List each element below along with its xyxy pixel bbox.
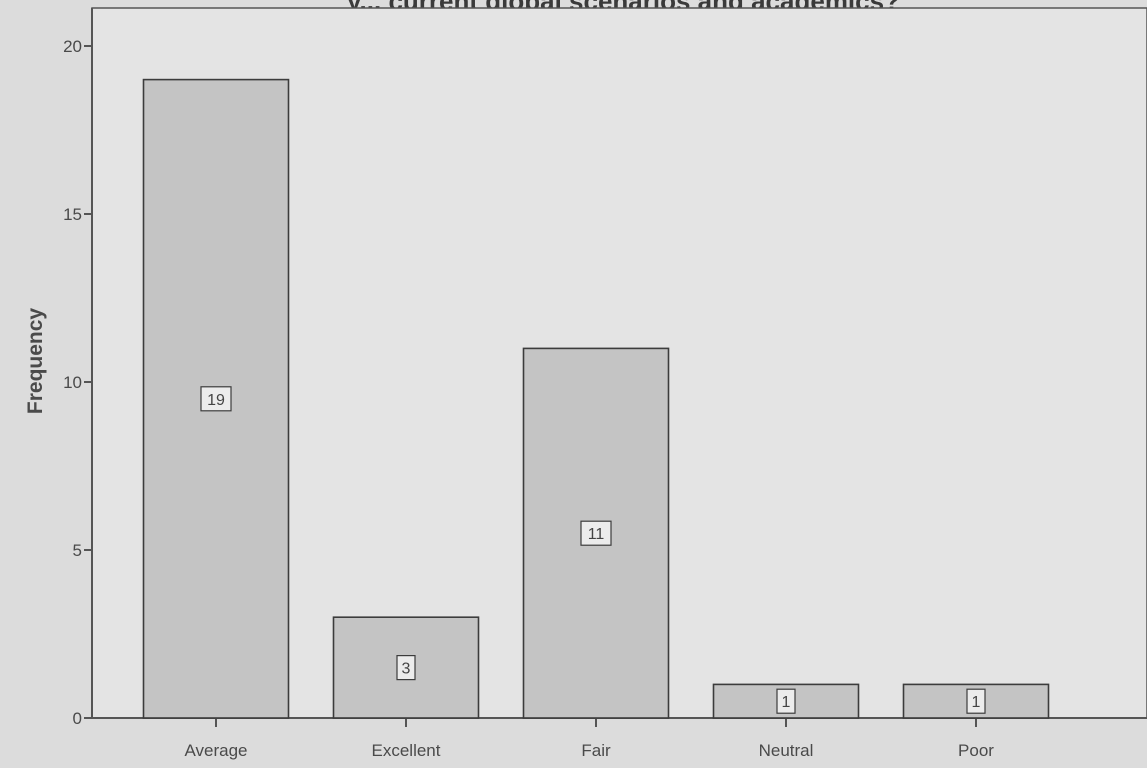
- data-label: 1: [972, 694, 981, 711]
- data-label-box: [966, 688, 986, 714]
- data-label-box: [396, 654, 416, 681]
- x-tick-label: Average: [184, 741, 247, 760]
- data-label: 1: [782, 694, 791, 711]
- x-tick-label: Neutral: [759, 741, 814, 760]
- data-label: 19: [207, 392, 225, 409]
- data-label-box: [200, 386, 232, 412]
- x-tick-label: Poor: [958, 741, 994, 760]
- y-axis-title: Frequency: [24, 308, 47, 415]
- x-tick-label: Excellent: [372, 741, 441, 760]
- axes: 0 5 10 15 20 Average Excellent Fair Neutral Poor: [63, 8, 1147, 760]
- x-tick-label: Fair: [581, 741, 611, 760]
- y-tick-label: 5: [73, 541, 82, 560]
- data-label: 11: [588, 526, 605, 543]
- data-label: 3: [402, 661, 411, 678]
- data-label-box: [776, 688, 796, 714]
- data-label-box: [580, 520, 612, 546]
- y-tick-label: 10: [63, 373, 82, 392]
- y-tick-label: 15: [63, 205, 82, 224]
- y-tick-label: 0: [73, 709, 82, 728]
- y-tick-label: 20: [63, 37, 82, 56]
